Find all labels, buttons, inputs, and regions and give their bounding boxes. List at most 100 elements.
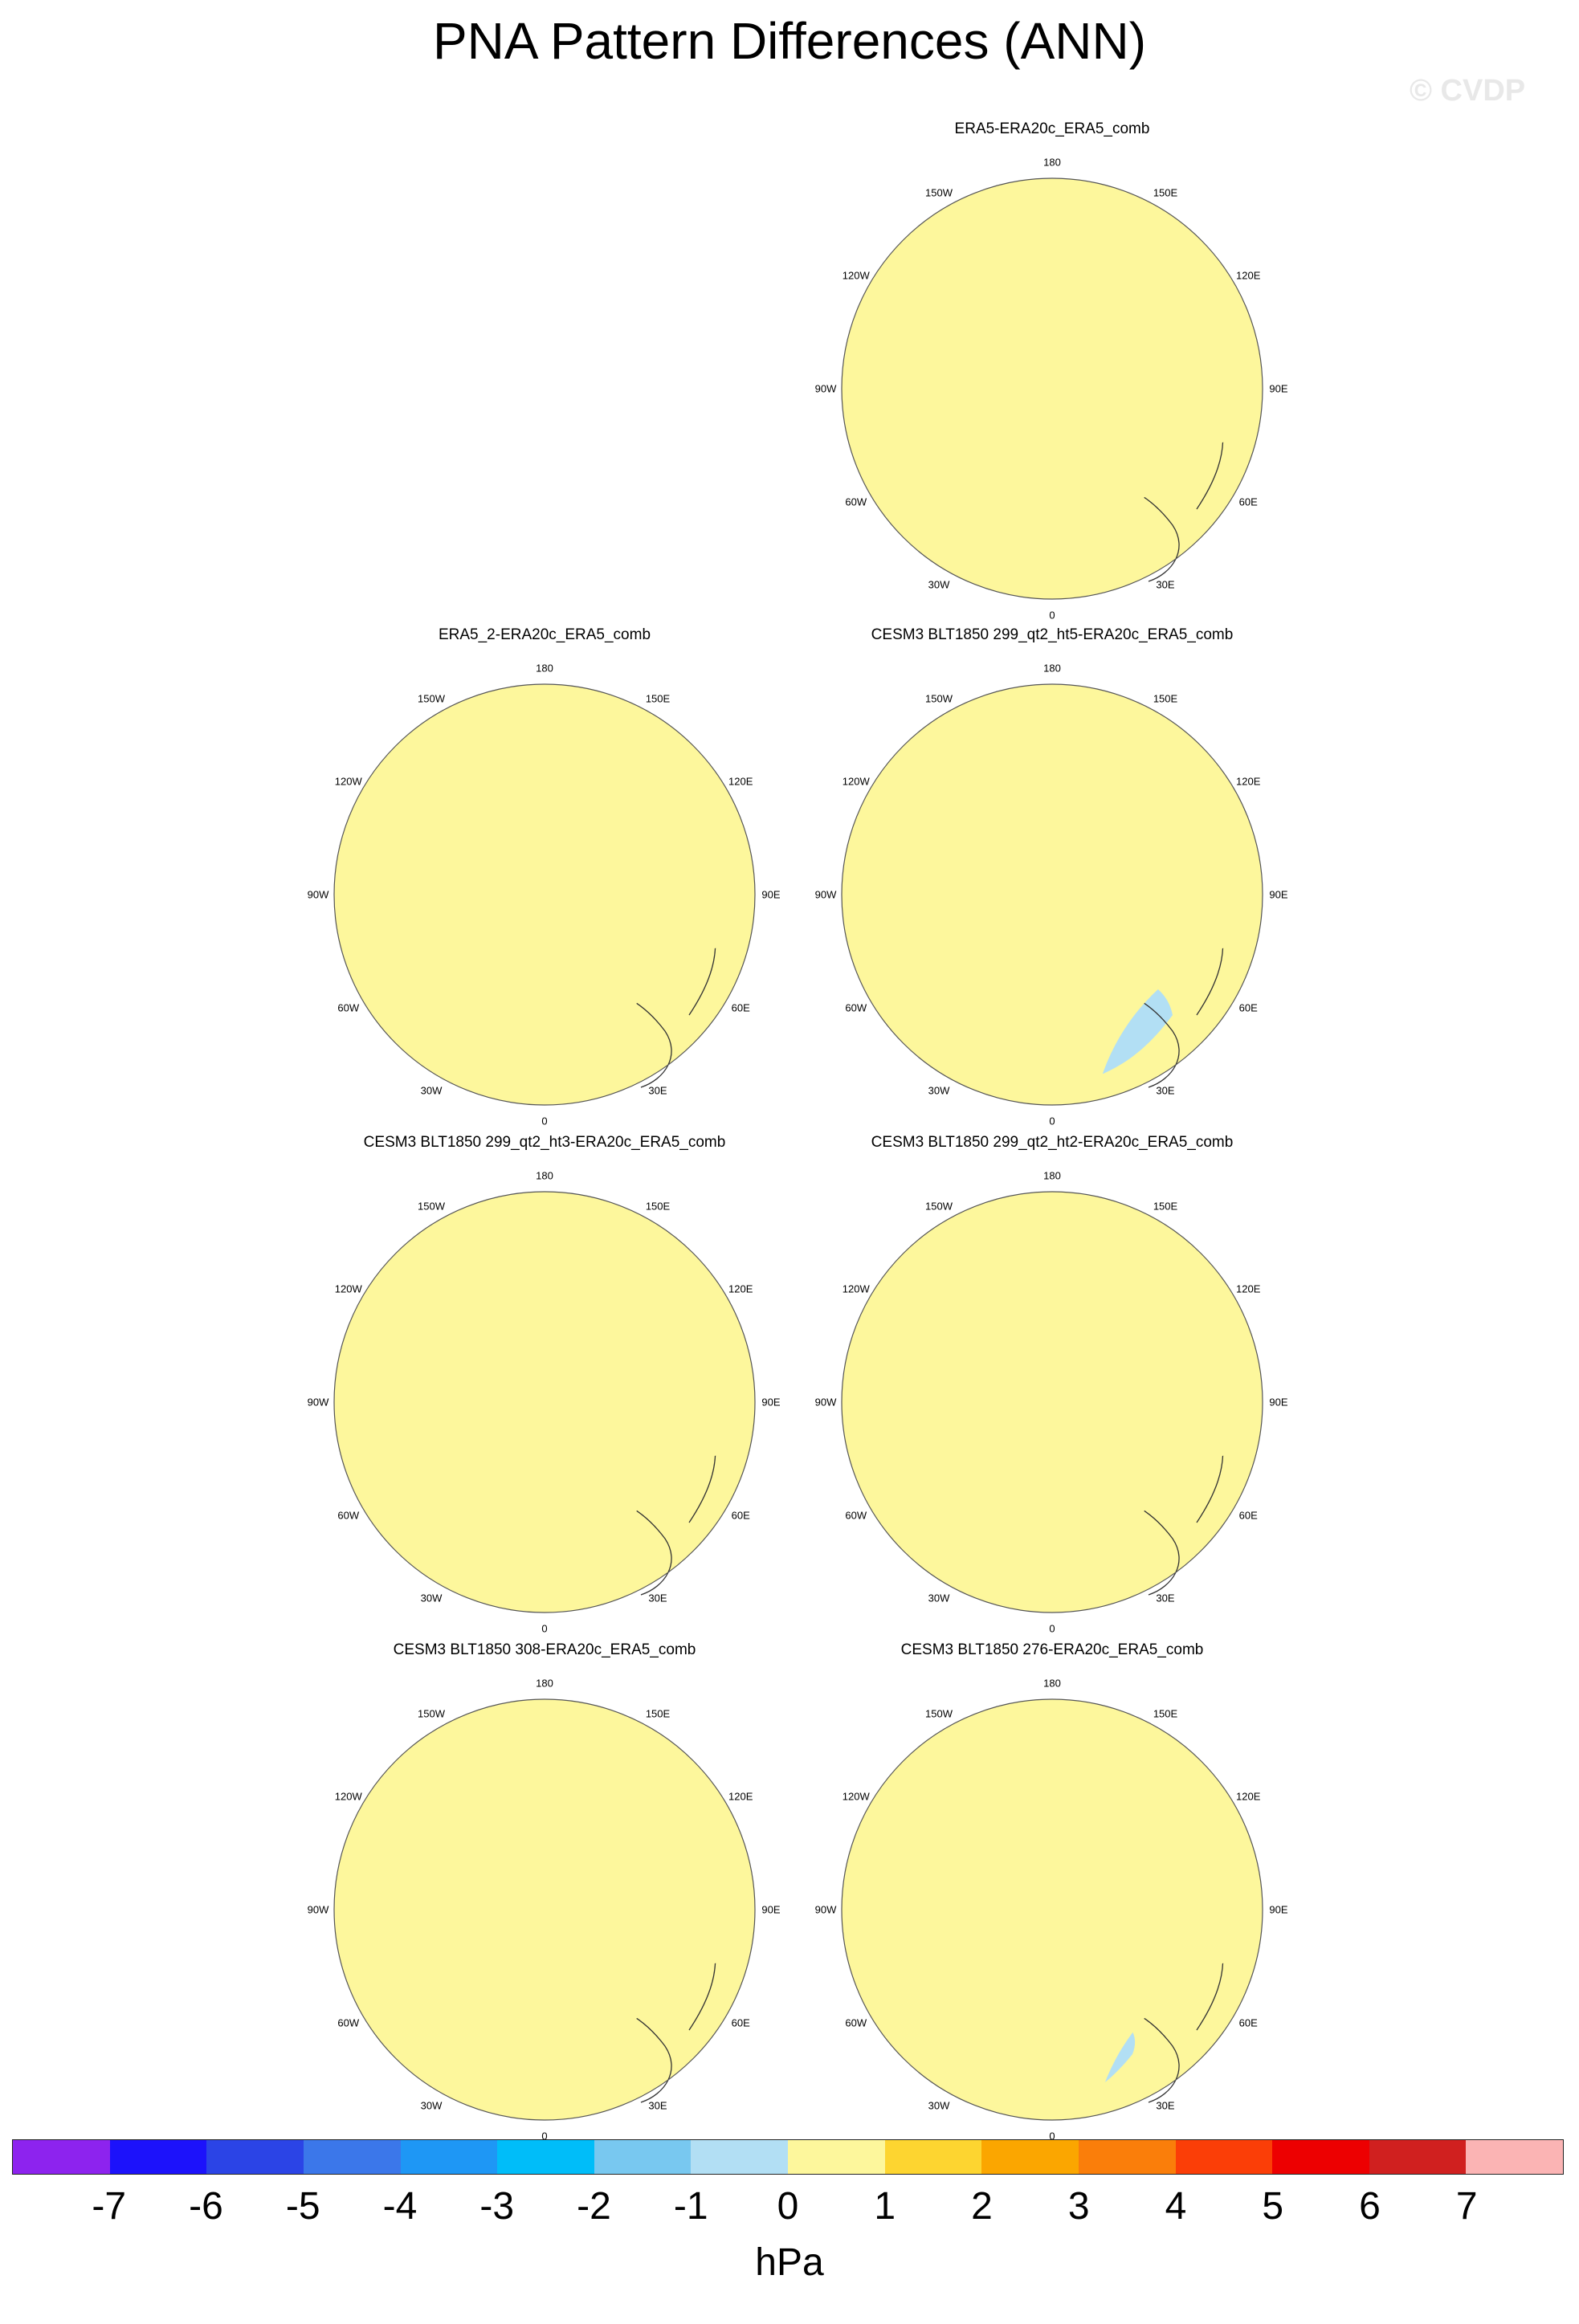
colorbar-swatch bbox=[1466, 2140, 1563, 2174]
panel-title: CESM3 BLT1850 299_qt2_ht5-ERA20c_ERA5_co… bbox=[871, 626, 1234, 643]
longitude-label: 90E bbox=[1269, 1903, 1288, 1916]
longitude-label: 180 bbox=[1043, 662, 1061, 675]
colorbar-swatch bbox=[884, 2140, 982, 2174]
longitude-label: 150W bbox=[418, 1200, 445, 1213]
longitude-label: 30W bbox=[928, 1592, 950, 1604]
map-disc bbox=[842, 178, 1263, 599]
coastline bbox=[1156, 933, 1224, 1016]
colorbar-tick-label: 2 bbox=[971, 2185, 993, 2228]
longitude-label: 90W bbox=[307, 1903, 329, 1916]
longitude-label: 120E bbox=[728, 775, 753, 788]
map-disc bbox=[842, 684, 1263, 1105]
colorbar-swatch bbox=[691, 2140, 788, 2174]
map-border bbox=[841, 683, 1263, 1106]
longitude-label: 60W bbox=[845, 495, 867, 508]
longitude-label: 60E bbox=[1238, 1509, 1258, 1522]
longitude-label: 180 bbox=[1043, 1677, 1061, 1690]
longitude-label: 90W bbox=[814, 382, 837, 395]
longitude-label: 90E bbox=[1269, 1396, 1288, 1409]
longitude-label: 180 bbox=[1043, 1169, 1061, 1182]
longitude-label: 150E bbox=[645, 692, 671, 705]
colorbar-tick-label: -1 bbox=[673, 2185, 708, 2228]
longitude-label: 90E bbox=[761, 1396, 781, 1409]
longitude-label: 30W bbox=[928, 1084, 950, 1097]
colorbar-tick-label: 6 bbox=[1359, 2185, 1381, 2228]
colorbar-swatch bbox=[1272, 2140, 1369, 2174]
longitude-label: 90E bbox=[1269, 382, 1288, 395]
longitude-label: 120E bbox=[1236, 775, 1261, 788]
longitude-label: 0 bbox=[541, 2130, 548, 2143]
map-border bbox=[841, 177, 1263, 600]
longitude-label: 150W bbox=[925, 692, 953, 705]
map-panel-4: CESM3 BLT1850 299_qt2_ht3-ERA20c_ERA5_co… bbox=[296, 1134, 794, 1635]
colorbar-swatch bbox=[13, 2140, 110, 2174]
map-panel-2: ERA5_2-ERA20c_ERA5_comb 180 150E 120E 90E 60E… bbox=[296, 626, 794, 1127]
colorbar-tick-label: 3 bbox=[1067, 2185, 1090, 2228]
panel-title: ERA5_2-ERA20c_ERA5_comb bbox=[438, 626, 651, 643]
longitude-label: 0 bbox=[1049, 1115, 1055, 1127]
coastline bbox=[1156, 1948, 1224, 2031]
longitude-label: 150E bbox=[1153, 186, 1178, 199]
colorbar-tick-label: -3 bbox=[479, 2185, 515, 2228]
longitude-label: 30E bbox=[648, 1592, 667, 1604]
map-border bbox=[333, 683, 756, 1106]
longitude-label: 60E bbox=[731, 2016, 750, 2029]
colorbar-swatch bbox=[497, 2140, 594, 2174]
polar-map bbox=[841, 1698, 1263, 2121]
longitude-label: 30E bbox=[1156, 1084, 1175, 1097]
longitude-label: 150E bbox=[1153, 692, 1178, 705]
colorbar-tick-label: 0 bbox=[777, 2185, 799, 2228]
longitude-label: 120W bbox=[842, 269, 870, 282]
longitude-label: 30W bbox=[928, 578, 950, 591]
longitude-label: 120E bbox=[1236, 1282, 1261, 1295]
longitude-label: 120W bbox=[334, 775, 362, 788]
colorbar-swatch bbox=[1175, 2140, 1273, 2174]
longitude-label: 30E bbox=[648, 1084, 667, 1097]
longitude-label: 30E bbox=[1156, 578, 1175, 591]
map-disc bbox=[334, 684, 755, 1105]
longitude-label: 60W bbox=[845, 1001, 867, 1014]
longitude-label: 90E bbox=[1269, 888, 1288, 901]
longitude-label: 30E bbox=[1156, 2099, 1175, 2112]
longitude-label: 120W bbox=[842, 1282, 870, 1295]
longitude-label: 60W bbox=[337, 1001, 360, 1014]
longitude-label: 0 bbox=[541, 1622, 548, 1635]
longitude-label: 30W bbox=[420, 1084, 443, 1097]
longitude-label: 120E bbox=[1236, 269, 1261, 282]
colorbar-tick-label: -2 bbox=[577, 2185, 611, 2228]
figure-title: PNA Pattern Differences (ANN) bbox=[432, 12, 1147, 70]
panel-title: ERA5-ERA20c_ERA5_comb bbox=[954, 120, 1150, 137]
coastline bbox=[1156, 427, 1224, 510]
longitude-label: 60W bbox=[337, 2016, 360, 2029]
longitude-label: 30W bbox=[420, 1592, 443, 1604]
longitude-label: 0 bbox=[1049, 2130, 1055, 2143]
longitude-label: 120W bbox=[842, 1790, 870, 1803]
watermark: © CVDP bbox=[1410, 74, 1526, 108]
map-border bbox=[841, 1698, 1263, 2121]
longitude-label: 30E bbox=[648, 2099, 667, 2112]
panel-title: CESM3 BLT1850 308-ERA20c_ERA5_comb bbox=[393, 1641, 696, 1658]
map-disc bbox=[842, 1699, 1263, 2120]
map-panel-1: ERA5-ERA20c_ERA5_comb 180 150E 120E 90E 60E 30… bbox=[803, 120, 1301, 622]
longitude-label: 0 bbox=[541, 1115, 548, 1127]
longitude-label: 150W bbox=[925, 186, 953, 199]
colorbar-swatch bbox=[400, 2140, 498, 2174]
map-panel-6: CESM3 BLT1850 308-ERA20c_ERA5_comb 180 150… bbox=[296, 1641, 794, 2143]
colorbar-tick-label: -5 bbox=[285, 2185, 320, 2228]
panel-title: CESM3 BLT1850 299_qt2_ht2-ERA20c_ERA5_co… bbox=[871, 1134, 1234, 1151]
map-panel-7: CESM3 BLT1850 276-ERA20c_ERA5_comb 180 150… bbox=[803, 1641, 1301, 2143]
longitude-label: 90E bbox=[761, 888, 781, 901]
map-panel-3: CESM3 BLT1850 299_qt2_ht5-ERA20c_ERA5_co… bbox=[803, 626, 1301, 1127]
longitude-label: 150E bbox=[1153, 1707, 1178, 1720]
longitude-label: 90W bbox=[814, 888, 837, 901]
colorbar-tick-label: 7 bbox=[1455, 2185, 1478, 2228]
colorbar-tick-label: -7 bbox=[92, 2185, 127, 2228]
panel-title: CESM3 BLT1850 276-ERA20c_ERA5_comb bbox=[900, 1641, 1204, 1658]
panel-title: CESM3 BLT1850 299_qt2_ht3-ERA20c_ERA5_co… bbox=[363, 1134, 726, 1151]
polar-map bbox=[841, 177, 1263, 600]
colorbar-unit: hPa bbox=[755, 2241, 824, 2284]
coastline bbox=[648, 933, 716, 1016]
polar-map bbox=[841, 683, 1263, 1106]
longitude-label: 180 bbox=[1043, 156, 1061, 169]
longitude-label: 60W bbox=[845, 1509, 867, 1522]
